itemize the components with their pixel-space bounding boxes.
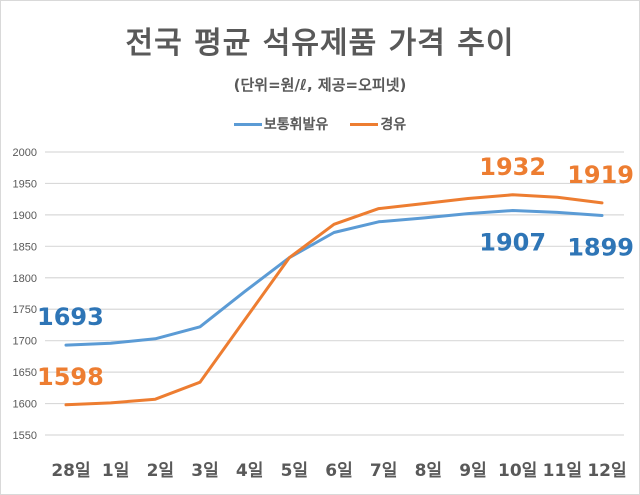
series-lines [64,193,604,407]
x-tick-label: 9일 [459,461,486,481]
data-labels: 1693 1598 1932 1907 1919 1899 [37,153,634,391]
legend-swatch-gasoline [233,122,262,126]
legend-item-diesel: 경유 [350,114,406,134]
x-tick-label: 4일 [236,461,263,481]
y-tick-label: 2000 [13,147,37,159]
y-tick-label: 1650 [13,367,37,379]
x-tick-label: 1일 [102,461,129,481]
x-tick-label: 5일 [281,461,308,481]
legend: 보통휘발유 경유 [0,114,640,134]
x-tick-label: 11일 [543,461,582,481]
data-label: 1899 [567,234,634,262]
chart-title: 전국 평균 석유제품 가격 추이 [125,26,515,61]
legend-label-gasoline: 보통휘발유 [263,117,329,133]
x-tick-label: 8일 [415,461,442,481]
x-tick-label: 28일 [51,461,90,481]
y-tick-label: 1550 [13,430,37,442]
data-label: 1907 [479,228,546,256]
y-tick-label: 1950 [13,178,37,190]
x-tick-label: 2일 [147,461,174,481]
x-axis-ticks: 28일 1일 2일 3일 4일 5일 6일 7일 8일 9일 10일 11일 12일 [51,461,626,481]
legend-swatch-diesel [350,122,379,126]
series-line-diesel [64,193,604,407]
y-axis-ticks: 1550 1600 1650 1700 1750 1800 1850 1900 1950 2000 [13,147,37,442]
y-tick-label: 1800 [13,273,37,285]
x-tick-label: 6일 [325,461,352,481]
data-label: 1693 [37,303,104,331]
data-label: 1932 [479,153,546,181]
y-tick-label: 1600 [13,399,37,411]
y-tick-label: 1700 [13,336,37,348]
x-tick-label: 10일 [498,461,537,481]
gridlines [45,151,624,436]
chart-subtitle: (단위=원/ℓ, 제공=오피넷) [233,76,407,94]
x-tick-label: 3일 [191,461,218,481]
data-label: 1919 [567,161,634,189]
series-line-gasoline [64,209,604,347]
x-tick-label: 7일 [370,461,397,481]
y-tick-label: 1900 [13,210,37,222]
x-tick-label: 12일 [587,461,626,481]
y-tick-label: 1850 [13,241,37,253]
data-label: 1598 [37,363,104,391]
legend-item-gasoline: 보통휘발유 [233,114,329,134]
y-tick-label: 1750 [13,304,37,316]
legend-label-diesel: 경유 [380,117,407,133]
